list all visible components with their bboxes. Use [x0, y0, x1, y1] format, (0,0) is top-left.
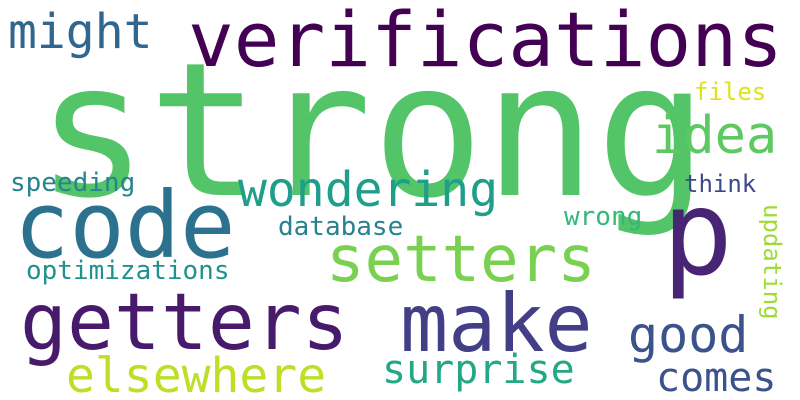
word-files: files [694, 78, 767, 106]
word-comes: comes [656, 355, 777, 400]
word-surprise: surprise [382, 347, 575, 393]
word-idea: idea [652, 106, 778, 166]
word-database: database [278, 212, 404, 242]
word-wondering: wondering [238, 162, 499, 218]
word-good: good [628, 306, 749, 364]
word-updating: updating [758, 204, 786, 320]
word-think: think [684, 170, 757, 198]
word-strong: strong [36, 22, 708, 239]
word-speeding: speeding [10, 168, 136, 198]
word-might: might [8, 4, 153, 60]
word-elsewhere: elsewhere [66, 348, 327, 400]
word-p: p [662, 164, 734, 302]
word-make: make [400, 277, 593, 370]
word-getters: getters [20, 278, 349, 368]
word-setters: setters [326, 223, 596, 297]
word-code: code [14, 172, 236, 279]
word-optimizations: optimizations [26, 256, 230, 286]
word-wrong: wrong [564, 202, 643, 232]
word-verifications: verifications [188, 0, 783, 84]
